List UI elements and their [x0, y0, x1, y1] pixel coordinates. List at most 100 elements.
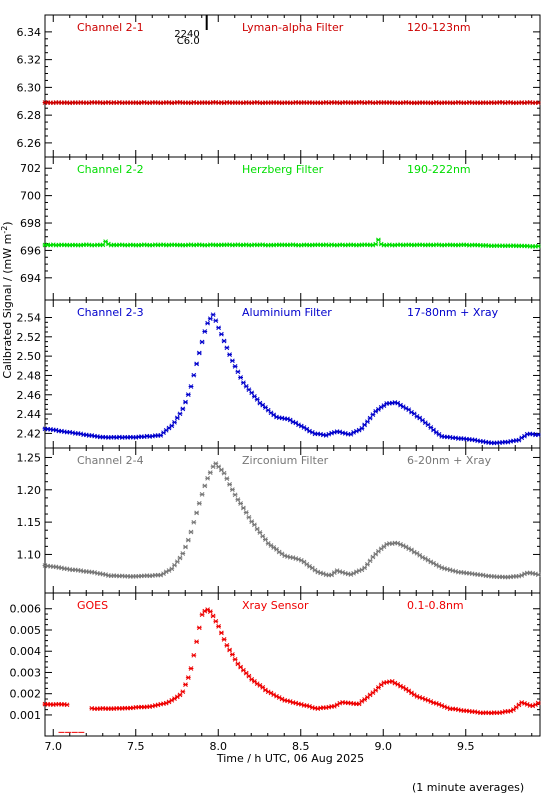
band-label: 6-20nm + Xray: [407, 454, 492, 467]
data-point: [232, 492, 238, 498]
y-tick-label: 2.42: [17, 427, 42, 440]
y-tick-label: 0.001: [10, 709, 42, 722]
data-point: [263, 537, 268, 542]
data-point: [260, 533, 266, 539]
y-axis-title-exponent: -2: [0, 226, 9, 234]
data-point: [191, 519, 197, 525]
data-point: [207, 316, 213, 322]
y-tick-label: 1.10: [17, 548, 42, 561]
channel-label: Channel 2-4: [77, 454, 144, 467]
data-point: [185, 675, 191, 680]
data-point: [221, 338, 227, 344]
data-point: [210, 312, 216, 318]
data-point: [535, 243, 541, 249]
data-point: [196, 625, 202, 631]
data-point: [254, 397, 260, 402]
panel-ch23: 2.42 2.44 2.46 2.48 2.50 2.52 2.54 Channel 2-3 A…: [17, 299, 541, 449]
data-point: [221, 470, 227, 476]
panel-goes: 0.001 0.002 0.003 0.004 0.005 0.006 GOES Xray S…: [10, 592, 541, 737]
y-tick-label: 2.50: [17, 350, 42, 363]
data-point: [199, 339, 205, 345]
y-tick-label: 0.002: [10, 688, 42, 701]
series-ch22: [42, 237, 541, 249]
data-point: [367, 415, 373, 421]
channel-label: Channel 2-3: [77, 306, 144, 319]
y-tick-label: 6.26: [17, 137, 42, 150]
data-point: [207, 470, 213, 475]
data-point: [174, 415, 180, 421]
data-point: [232, 657, 238, 662]
data-point: [230, 652, 235, 657]
data-point: [367, 558, 373, 564]
data-point: [238, 501, 243, 506]
data-point: [191, 652, 197, 658]
data-point: [535, 700, 541, 706]
y-tick-label: 0.006: [10, 603, 42, 616]
data-point: [219, 630, 224, 636]
y-axis-title-main: Calibrated Signal / (mW m: [1, 234, 14, 379]
series-ch21: [42, 100, 541, 106]
data-point: [213, 618, 219, 624]
y-tick-label: 2.44: [17, 408, 42, 421]
data-point: [213, 318, 219, 324]
data-point: [174, 559, 180, 565]
y-tick-label: 1.15: [17, 516, 42, 529]
data-point: [194, 361, 199, 367]
data-point: [194, 510, 199, 516]
data-point: [227, 647, 232, 653]
panel-ch24: 1.10 1.15 1.20 1.25 Channel 2-4 Zirconium Fil…: [17, 447, 541, 594]
data-point: [235, 497, 241, 502]
data-point: [227, 482, 232, 487]
data-point: [199, 492, 205, 497]
filter-label: Lyman-alpha Filter: [242, 21, 344, 34]
data-point: [243, 383, 249, 389]
panel-frame: [44, 299, 541, 449]
data-point: [246, 673, 252, 679]
data-point: [249, 390, 255, 396]
data-point: [365, 562, 370, 567]
filter-label: Xray Sensor: [242, 599, 309, 612]
data-point: [348, 431, 354, 437]
data-point: [359, 426, 365, 431]
y-tick-label: 2.46: [17, 389, 42, 402]
band-label: 17-80nm + Xray: [407, 306, 499, 319]
data-point: [202, 329, 208, 334]
data-point: [221, 637, 227, 642]
data-point: [257, 400, 263, 406]
flare-time-label: 2240: [174, 29, 199, 40]
data-point: [257, 530, 263, 535]
channel-label: Channel 2-1: [77, 21, 144, 34]
data-point: [373, 241, 379, 247]
panel-ch21: 6.26 6.28 6.30 6.32 6.34 Channel 2-1 Lyman-alp…: [17, 14, 541, 158]
data-point: [188, 384, 194, 389]
x-tick-label: 9.5: [457, 740, 475, 753]
data-point: [535, 100, 541, 106]
filter-label: Aluminium Filter: [242, 306, 332, 319]
data-point: [185, 537, 191, 543]
y-tick-label: 694: [20, 272, 41, 285]
data-point: [169, 566, 175, 572]
x-tick-label: 8.0: [210, 740, 228, 753]
data-point: [224, 643, 230, 648]
y-tick-label: 1.20: [17, 484, 42, 497]
data-point: [196, 501, 202, 506]
data-point: [238, 375, 243, 380]
data-point: [183, 399, 188, 405]
data-point: [241, 380, 246, 386]
series-goes: [42, 607, 541, 716]
data-point: [202, 483, 208, 489]
panel-frame: [44, 592, 541, 737]
data-point: [219, 331, 224, 337]
data-point: [249, 519, 255, 524]
data-point: [216, 325, 221, 331]
panel-ch22: 694 696 698 700 702 Channel 2-2 Herzberg Filte…: [20, 156, 541, 301]
x-tick-label: 9.0: [375, 740, 393, 753]
data-point: [254, 526, 260, 532]
data-point: [177, 555, 183, 561]
data-point: [161, 571, 166, 577]
y-tick-label: 2.48: [17, 369, 42, 382]
data-point: [227, 352, 232, 357]
data-point: [180, 551, 186, 556]
data-point: [210, 613, 216, 619]
data-point: [331, 570, 337, 575]
